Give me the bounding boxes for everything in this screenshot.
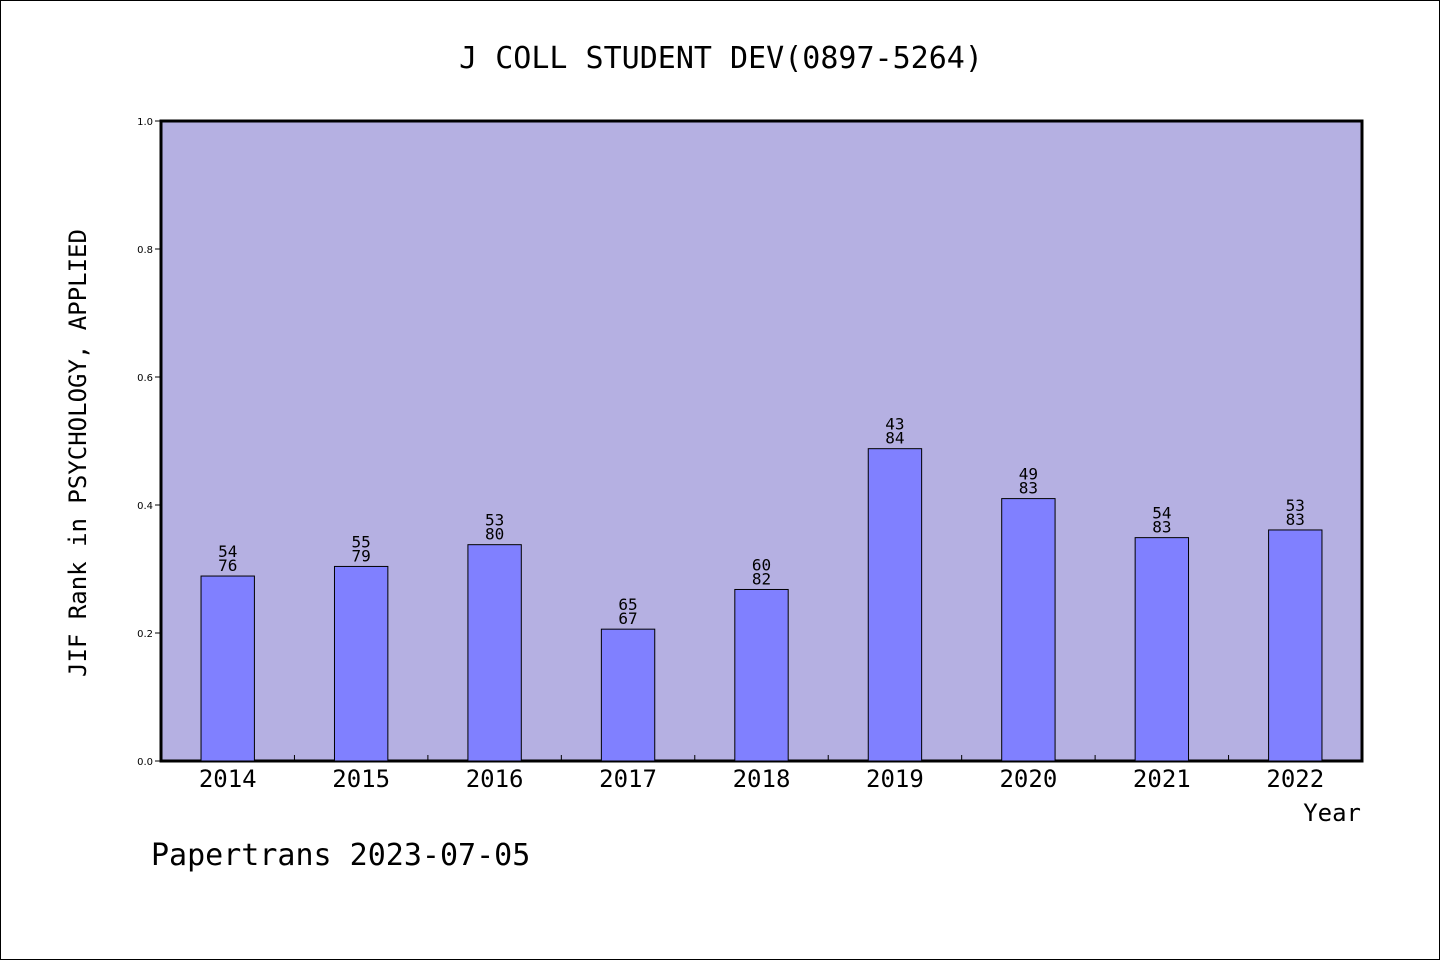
x-axis-label: Year [1303, 799, 1361, 827]
bar-total-label: 84 [885, 429, 904, 448]
chart-title: J COLL STUDENT DEV(0897-5264) [459, 41, 983, 76]
bar-total-label: 67 [618, 609, 637, 628]
bar-rank-label: 54 [1152, 504, 1171, 523]
bar-total-label: 76 [218, 556, 237, 575]
bar-rank-label: 60 [752, 555, 771, 574]
x-tick-label: 2021 [1133, 765, 1191, 793]
bar-2015 [333, 565, 389, 762]
bar-2020 [1001, 498, 1056, 762]
bar-rank-label: 49 [1019, 465, 1038, 484]
bar-total-label: 83 [1152, 518, 1171, 537]
bar-total-label: 82 [752, 569, 771, 588]
x-tick-label: 2017 [599, 765, 657, 793]
bar-rank-label: 55 [352, 532, 371, 551]
x-tick-label: 2016 [466, 765, 524, 793]
y-tick-label: 1.0 [137, 117, 153, 128]
x-tick-label: 2014 [199, 765, 257, 793]
x-tick-label: 2020 [999, 765, 1057, 793]
bar-rank-label: 53 [485, 511, 504, 530]
bar-total-label: 80 [485, 525, 504, 544]
y-axis-label: JIF Rank in PSYCHOLOGY, APPLIED [64, 229, 92, 677]
bar-2017 [600, 628, 656, 762]
bar-rank-label: 53 [1286, 496, 1305, 515]
y-tick-label: 0.8 [137, 245, 153, 256]
footer-text: Papertrans 2023-07-05 [151, 838, 530, 873]
x-tick-label: 2022 [1266, 765, 1324, 793]
bar-rank-label: 65 [618, 595, 637, 614]
bar-2021 [1134, 537, 1190, 762]
y-axis: 0.0 0.2 0.4 0.6 0.8 1.0 [137, 117, 161, 768]
x-tick-label: 2015 [332, 765, 390, 793]
y-tick-label: 0.4 [137, 501, 153, 512]
bar-2022 [1268, 529, 1323, 762]
bar-2018 [734, 588, 789, 762]
x-tick-label: 2018 [733, 765, 791, 793]
y-tick-label: 0.2 [137, 629, 153, 640]
bar-total-label: 83 [1286, 510, 1305, 529]
bar-2019 [867, 448, 923, 762]
y-tick-label: 0.6 [137, 373, 153, 384]
bar-rank-label: 43 [885, 415, 904, 434]
bar-total-label: 79 [352, 546, 371, 565]
bar-2016 [467, 544, 522, 762]
x-tick-label: 2019 [866, 765, 924, 793]
bar-2014 [200, 575, 255, 762]
y-tick-label: 0.0 [137, 757, 153, 768]
bar-series [200, 448, 1323, 762]
bar-total-label: 83 [1019, 479, 1038, 498]
x-axis: 2014 2015 2016 2017 2018 2019 2020 2021 2022 [199, 755, 1324, 793]
bar-rank-label: 54 [218, 542, 237, 561]
